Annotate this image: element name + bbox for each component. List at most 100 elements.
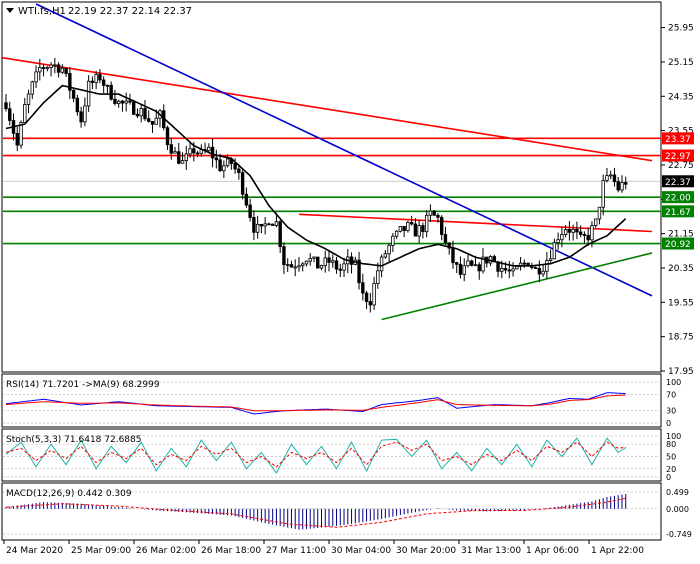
level-labels: 23.37 22.97 22.37 22.00 21.67 20.92 bbox=[662, 132, 694, 250]
candle-bull bbox=[394, 230, 399, 237]
trendline-support bbox=[381, 252, 653, 321]
candle-bear bbox=[364, 292, 369, 302]
candle-bear bbox=[259, 223, 264, 227]
time-tick-label: 24 Mar 2020 bbox=[6, 546, 63, 556]
candle-bear bbox=[503, 267, 508, 271]
candle-bull bbox=[293, 266, 297, 269]
candle-bull bbox=[180, 160, 185, 164]
candle-bull bbox=[86, 80, 91, 107]
candle-bear bbox=[278, 221, 282, 248]
trendline-trend_blue bbox=[35, 3, 653, 297]
rsi-panel bbox=[1, 373, 662, 428]
candle-bear bbox=[522, 262, 527, 265]
candle-bear bbox=[244, 193, 249, 206]
candle-bull bbox=[60, 67, 65, 73]
candle-bear bbox=[150, 121, 155, 125]
horizontal-levels bbox=[3, 137, 661, 245]
candle-bull bbox=[500, 267, 504, 272]
candle-bull bbox=[597, 206, 602, 220]
price-tick-label: 24.35 bbox=[668, 92, 694, 102]
candle-bull bbox=[49, 64, 53, 68]
candle-bear bbox=[567, 228, 572, 233]
candle-bull bbox=[601, 180, 605, 208]
candle-bear bbox=[612, 174, 617, 183]
time-axis: 24 Mar 2020 25 Mar 09:00 26 Mar 02:00 26 Ma… bbox=[3, 540, 644, 556]
candle-bull bbox=[53, 64, 57, 67]
candle-bull bbox=[481, 256, 485, 272]
candle-bull bbox=[19, 122, 23, 146]
rsi-indicator: 100 70 30 0 bbox=[3, 378, 681, 428]
candle-bear bbox=[218, 159, 222, 172]
indicator-level-label: 30 bbox=[666, 407, 676, 416]
candle-bear bbox=[210, 146, 215, 159]
candle-bear bbox=[443, 234, 448, 244]
candle-bull bbox=[94, 74, 98, 83]
macd-indicator: 0.499 0.000 -0.749 bbox=[3, 488, 692, 539]
indicator-level-label: 20 bbox=[666, 465, 676, 474]
indicator-level-label: 0.499 bbox=[666, 488, 689, 497]
candle-bear bbox=[624, 182, 628, 185]
indicator-level-label: -0.749 bbox=[666, 530, 692, 539]
candle-bull bbox=[552, 242, 557, 260]
time-tick-label: 26 Mar 02:00 bbox=[136, 546, 196, 556]
candle-bear bbox=[113, 98, 117, 104]
stoch-label: Stoch(5,3,3) 71.6418 72.6885 bbox=[6, 435, 141, 445]
rsi-label: RSI(14) 71.7201 ->MA(9) 68.2999 bbox=[6, 380, 160, 390]
candle-bear bbox=[361, 282, 365, 294]
indicator-level-label: 50 bbox=[666, 453, 676, 462]
indicator-level-label: 0 bbox=[666, 473, 671, 482]
candle-bear bbox=[64, 67, 68, 74]
candle-bear bbox=[616, 181, 620, 191]
macd-label: MACD(12,26,9) 0.442 0.309 bbox=[6, 489, 132, 499]
candle-bull bbox=[30, 81, 34, 95]
stoch-signal-line bbox=[5, 441, 626, 468]
candle-bear bbox=[409, 222, 414, 225]
candle-bear bbox=[15, 132, 19, 146]
time-tick-label: 31 Mar 13:00 bbox=[461, 546, 521, 556]
indicator-level-label: 0.000 bbox=[666, 505, 689, 514]
candle-bear bbox=[71, 89, 76, 99]
time-tick-label: 30 Mar 04:00 bbox=[331, 546, 391, 556]
candle-bear bbox=[192, 148, 196, 154]
candle-bull bbox=[23, 104, 27, 123]
price-tick-label: 25.15 bbox=[668, 58, 694, 68]
candle-bear bbox=[368, 301, 373, 306]
candle-bear bbox=[240, 172, 245, 195]
candle-bear bbox=[56, 64, 61, 73]
candle-bull bbox=[285, 264, 290, 267]
candle-bear bbox=[289, 264, 294, 268]
candle-bull bbox=[398, 226, 403, 232]
candle-bull bbox=[406, 222, 410, 231]
indicator-level-label: 70 bbox=[666, 390, 676, 399]
candle-bull bbox=[83, 105, 87, 123]
candle-bear bbox=[477, 264, 481, 272]
candle-bear bbox=[41, 67, 46, 69]
candle-bull bbox=[593, 218, 598, 226]
candle-bull bbox=[34, 71, 38, 83]
candle-bear bbox=[338, 268, 342, 271]
candle-bull bbox=[154, 117, 158, 125]
candle-bear bbox=[439, 216, 444, 235]
candle-bull bbox=[563, 228, 568, 235]
ohlc-label: 22.19 22.37 22.14 22.37 bbox=[68, 6, 192, 17]
candle-bear bbox=[195, 152, 200, 155]
price-tick-label: 22.75 bbox=[668, 161, 694, 171]
price-tick-label: 17.95 bbox=[668, 367, 694, 377]
candle-bear bbox=[413, 223, 418, 237]
macd-signal-line bbox=[5, 497, 626, 528]
level-badge-text: 22.37 bbox=[665, 178, 691, 188]
level-badge-text: 22.97 bbox=[665, 152, 691, 162]
candle-bull bbox=[222, 165, 226, 172]
candle-bear bbox=[582, 234, 587, 236]
candle-bull bbox=[184, 153, 188, 161]
candle-bear bbox=[533, 267, 538, 269]
candle-bull bbox=[255, 223, 260, 233]
collapse-triangle-icon[interactable] bbox=[6, 8, 14, 13]
candle-bull bbox=[560, 234, 564, 241]
candle-bear bbox=[327, 257, 331, 263]
rsi-ma-line bbox=[5, 394, 626, 412]
candle-bear bbox=[79, 111, 83, 123]
candle-bear bbox=[75, 97, 80, 113]
indicator-level-label: 100 bbox=[666, 378, 681, 387]
